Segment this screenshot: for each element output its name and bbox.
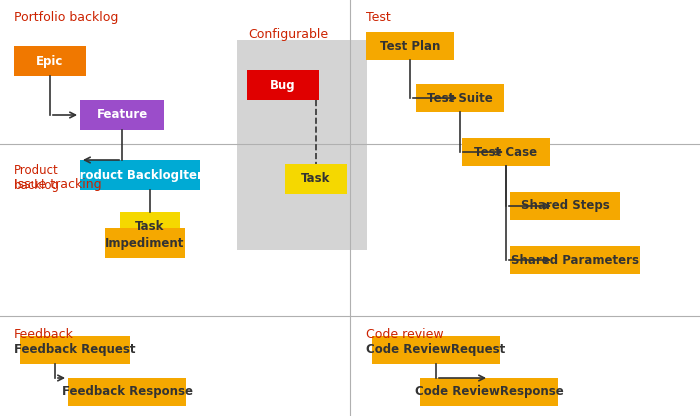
Text: Test Plan: Test Plan bbox=[380, 40, 440, 52]
Text: Issue tracking: Issue tracking bbox=[14, 178, 101, 191]
Text: Impediment: Impediment bbox=[105, 237, 185, 250]
Text: Bug: Bug bbox=[270, 79, 296, 92]
Text: Product BacklogItem: Product BacklogItem bbox=[71, 168, 209, 181]
Text: Code ReviewRequest: Code ReviewRequest bbox=[366, 344, 505, 357]
Text: Epic: Epic bbox=[36, 54, 64, 67]
FancyBboxPatch shape bbox=[416, 84, 504, 112]
Text: Test Suite: Test Suite bbox=[427, 92, 493, 104]
Text: Feedback: Feedback bbox=[14, 328, 74, 341]
Text: Code ReviewResponse: Code ReviewResponse bbox=[414, 386, 564, 399]
FancyBboxPatch shape bbox=[462, 138, 550, 166]
Text: Code review: Code review bbox=[366, 328, 444, 341]
Text: Task: Task bbox=[135, 220, 164, 233]
Text: Feedback Request: Feedback Request bbox=[14, 344, 136, 357]
Text: Product
backlog: Product backlog bbox=[14, 164, 60, 192]
FancyBboxPatch shape bbox=[80, 160, 200, 190]
Text: Shared Steps: Shared Steps bbox=[521, 200, 610, 213]
FancyBboxPatch shape bbox=[247, 70, 319, 100]
Text: Test Case: Test Case bbox=[475, 146, 538, 158]
FancyBboxPatch shape bbox=[105, 228, 185, 258]
FancyBboxPatch shape bbox=[68, 378, 186, 406]
FancyBboxPatch shape bbox=[372, 336, 500, 364]
FancyBboxPatch shape bbox=[510, 246, 640, 274]
FancyBboxPatch shape bbox=[285, 164, 347, 194]
Bar bbox=[237, 40, 367, 250]
FancyBboxPatch shape bbox=[510, 192, 620, 220]
Text: Portfolio backlog: Portfolio backlog bbox=[14, 11, 118, 24]
FancyBboxPatch shape bbox=[120, 212, 180, 242]
FancyBboxPatch shape bbox=[420, 378, 558, 406]
Text: Shared Parameters: Shared Parameters bbox=[511, 253, 639, 267]
FancyBboxPatch shape bbox=[20, 336, 130, 364]
Text: Test: Test bbox=[366, 11, 391, 24]
Text: Task: Task bbox=[301, 173, 330, 186]
FancyBboxPatch shape bbox=[14, 46, 86, 76]
Text: Feedback Response: Feedback Response bbox=[62, 386, 192, 399]
FancyBboxPatch shape bbox=[80, 100, 164, 130]
Text: Feature: Feature bbox=[97, 109, 148, 121]
FancyBboxPatch shape bbox=[366, 32, 454, 60]
Text: Configurable: Configurable bbox=[248, 28, 328, 41]
